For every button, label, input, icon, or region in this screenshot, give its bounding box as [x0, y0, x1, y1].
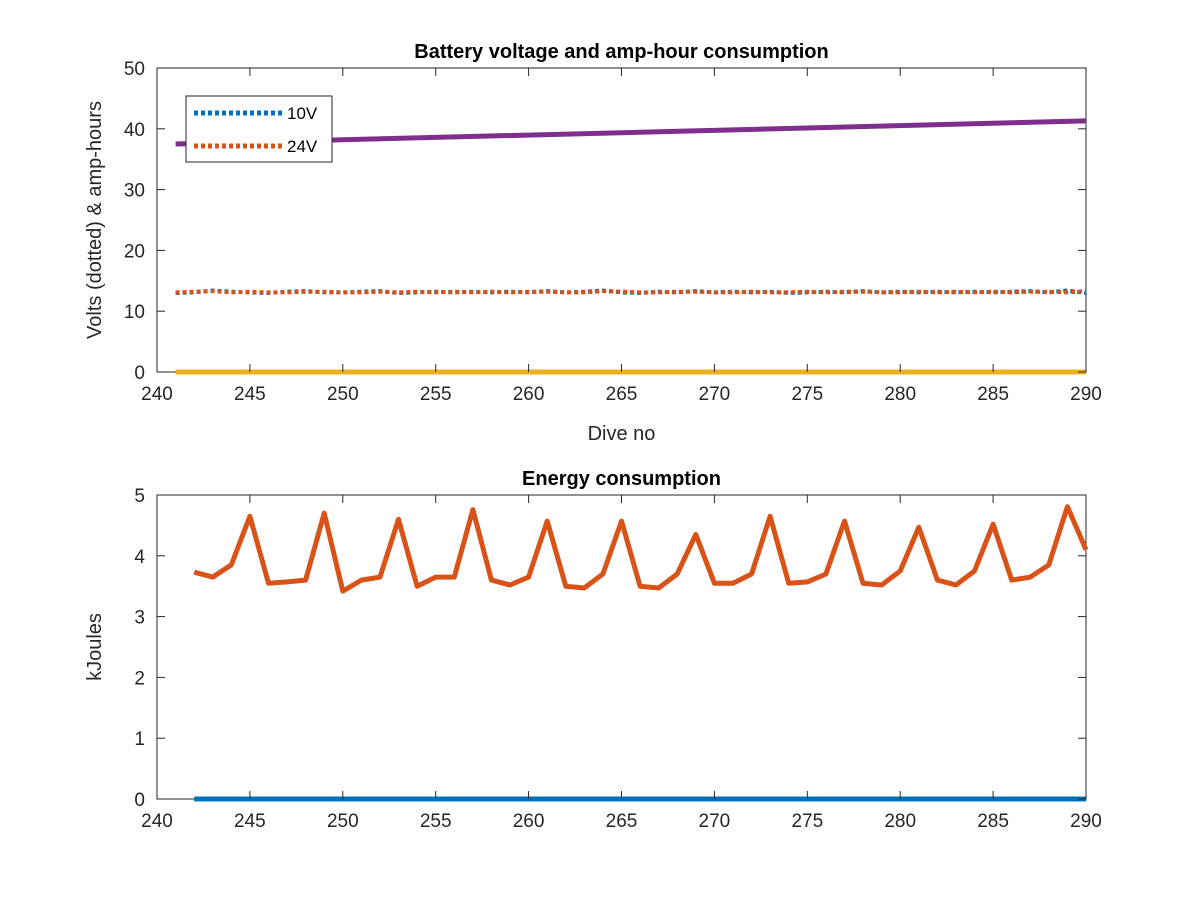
x-tick-label: 255: [420, 384, 452, 405]
x-tick-label: 250: [327, 384, 359, 405]
x-tick-label: 240: [141, 811, 173, 832]
y-tick-label: 4: [134, 547, 145, 568]
x-tick-label: 260: [513, 384, 545, 405]
y-tick-label: 0: [134, 363, 145, 384]
y-tick-label: 40: [124, 120, 145, 141]
x-axis-label: Dive no: [588, 423, 656, 445]
series-line-24v: [175, 289, 1087, 295]
y-tick-label: 10: [124, 302, 145, 323]
x-tick-label: 280: [884, 384, 916, 405]
x-tick-label: 290: [1070, 811, 1102, 832]
energy-axes-frame: [156, 494, 1087, 800]
y-tick-label: 30: [124, 181, 145, 202]
x-tick-label: 290: [1070, 384, 1102, 405]
voltage-axes: 240 245 250 255 260 265 270 275 280 285 290 0 10 20 30…: [84, 41, 1102, 445]
legend-label-24v: 24V: [287, 137, 318, 156]
energy-ticks: 240 245 250 255 260 265 270 275 280 285 290 0 1 2 3 4 5: [134, 486, 1101, 832]
x-tick-label: 240: [141, 384, 173, 405]
legend: 10V 24V: [185, 95, 333, 163]
y-tick-label: 50: [124, 59, 145, 80]
x-tick-label: 285: [977, 811, 1009, 832]
x-tick-label: 280: [884, 811, 916, 832]
x-tick-label: 245: [234, 811, 266, 832]
legend-box: [185, 95, 333, 163]
y-tick-label: 2: [134, 668, 145, 689]
voltage-ticks: 240 245 250 255 260 265 270 275 280 285 290 0 10 20 30…: [124, 59, 1102, 405]
y-tick-label: 3: [134, 608, 145, 629]
legend-label-10v: 10V: [287, 104, 318, 123]
x-tick-label: 270: [699, 811, 731, 832]
x-tick-label: 265: [606, 811, 638, 832]
x-tick-label: 270: [699, 384, 731, 405]
y-axis-label: kJoules: [84, 613, 106, 681]
y-tick-label: 20: [124, 241, 145, 262]
x-tick-label: 255: [420, 811, 452, 832]
y-tick-label: 0: [134, 790, 145, 811]
y-tick-label: 5: [134, 486, 145, 507]
series-line-1: [193, 504, 1089, 594]
y-axis-label: Volts (dotted) & amp-hours: [84, 101, 106, 339]
x-tick-label: 260: [513, 811, 545, 832]
chart-title: Energy consumption: [522, 468, 721, 490]
y-tick-label: 1: [134, 729, 145, 750]
x-tick-label: 275: [791, 811, 823, 832]
x-tick-label: 285: [977, 384, 1009, 405]
x-tick-label: 275: [791, 384, 823, 405]
chart-title: Battery voltage and amp-hour consumption: [414, 41, 828, 63]
x-tick-label: 245: [234, 384, 266, 405]
energy-axes: 240 245 250 255 260 265 270 275 280 285 290012345 …: [84, 468, 1102, 832]
x-tick-label: 250: [327, 811, 359, 832]
x-tick-label: 265: [606, 384, 638, 405]
